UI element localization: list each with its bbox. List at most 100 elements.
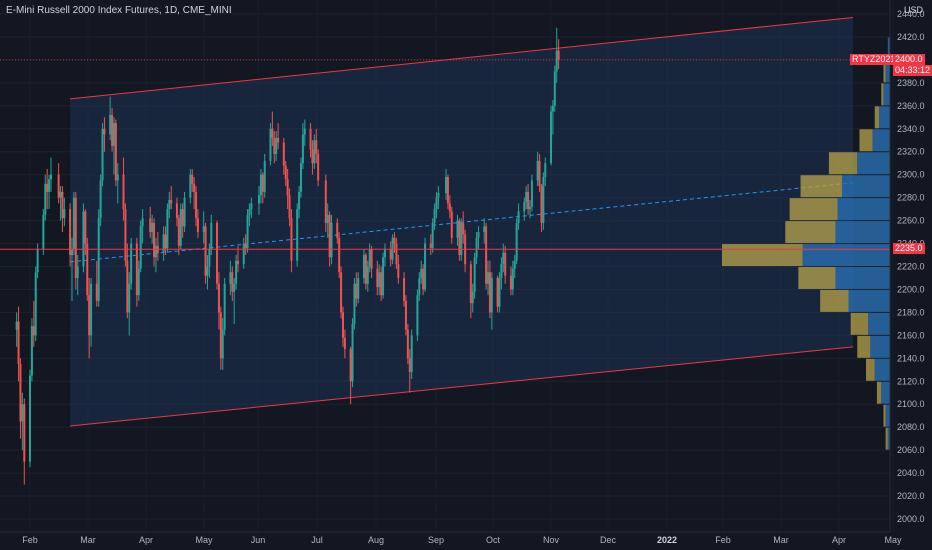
candle-body <box>404 300 407 330</box>
candle-body <box>288 195 291 219</box>
volume-bar-up <box>887 37 890 60</box>
time-tick-label: May <box>884 535 902 545</box>
candle-body <box>550 111 552 164</box>
candle-body <box>259 174 262 196</box>
candle-body <box>397 264 400 278</box>
candle-body <box>445 176 448 194</box>
candle-body <box>353 283 356 324</box>
candle-body <box>299 163 302 192</box>
channel-lower-line <box>70 346 854 427</box>
candle-body <box>458 220 461 256</box>
candle-body <box>313 140 316 164</box>
candle-body <box>139 226 142 269</box>
candle-body <box>448 203 451 212</box>
candle-body <box>286 179 289 196</box>
candle-body <box>21 404 24 422</box>
candle-body <box>195 191 198 219</box>
candle-body <box>284 165 287 180</box>
candle-body <box>349 349 352 382</box>
candle-body <box>446 176 449 204</box>
candle-body <box>208 249 211 267</box>
candle-body <box>456 220 459 238</box>
candle-body <box>471 291 474 304</box>
volume-bar-up <box>848 289 890 312</box>
price-tick-label: 2020.0 <box>897 491 925 501</box>
candle-body <box>517 211 520 223</box>
candle-body <box>237 260 240 265</box>
candle-body <box>69 209 72 256</box>
time-axis[interactable]: Feb Mar Apr May Jun Jul Aug Sep Oct Nov Dec 2022 Feb… <box>22 535 902 545</box>
price-tick-label: 2060.0 <box>897 445 925 455</box>
candle-body <box>248 209 251 215</box>
candle-body <box>362 255 365 278</box>
candle-body <box>216 222 219 284</box>
candle-body <box>462 222 465 235</box>
candle-body <box>90 283 93 336</box>
overlays[interactable] <box>0 59 890 250</box>
last-price-badge: 2400.0 <box>893 53 925 65</box>
candle-body <box>124 209 127 261</box>
candle-body <box>410 335 413 373</box>
volume-bar-up <box>857 152 890 175</box>
candle-body <box>513 260 516 269</box>
volume-bar-up <box>835 221 890 244</box>
price-tick-label: 2320.0 <box>897 147 925 157</box>
candle-body <box>99 180 102 219</box>
price-tick-label: 2360.0 <box>897 101 925 111</box>
candle-body <box>437 193 440 198</box>
currency-label[interactable]: USD <box>904 5 924 15</box>
candle-body <box>364 255 367 284</box>
candle-body <box>393 237 396 244</box>
candle-body <box>475 237 478 258</box>
candle-body <box>290 218 293 261</box>
candle-body <box>116 174 119 181</box>
candle-body <box>30 326 33 376</box>
chart-title[interactable]: E-Mini Russell 2000 Index Futures, 1D, C… <box>6 5 232 16</box>
candle-body <box>101 128 104 181</box>
candle-body <box>59 191 62 198</box>
candle-body <box>536 160 539 181</box>
candle-body <box>82 211 85 267</box>
price-tick-label: 2100.0 <box>897 399 925 409</box>
volume-bar-up <box>872 129 890 152</box>
candle-body <box>109 115 112 135</box>
candle-body <box>341 312 344 338</box>
candle-body <box>103 128 106 135</box>
candle-body <box>242 243 245 265</box>
candle-body <box>221 329 224 359</box>
price-tick-label: 2120.0 <box>897 376 925 386</box>
candle-body <box>515 222 518 261</box>
candle-body <box>32 326 35 336</box>
candle-body <box>376 268 379 288</box>
candle-body <box>263 160 266 192</box>
time-tick-label: May <box>195 535 213 545</box>
price-axis[interactable]: 2000.0 2020.0 2040.0 2060.0 2080.0 2100.0 2120… <box>897 9 925 524</box>
volume-bar-up <box>879 106 890 129</box>
candle-body <box>395 243 398 265</box>
price-tick-label: 2220.0 <box>897 262 925 272</box>
volume-bar-up <box>842 175 890 198</box>
price-tick-label: 2000.0 <box>897 514 925 524</box>
candle-body <box>217 283 220 313</box>
candle-body <box>46 183 49 192</box>
candle-body <box>416 295 419 336</box>
candle-body <box>557 50 560 60</box>
candle-body <box>282 142 285 166</box>
candle-body <box>48 179 51 192</box>
candle-body <box>408 358 411 373</box>
candle-body <box>429 243 432 249</box>
candle-body <box>49 174 52 180</box>
candle-body <box>368 249 371 267</box>
candle-body <box>383 249 386 258</box>
candle-body <box>141 218 144 227</box>
price-tick-label: 2260.0 <box>897 216 925 226</box>
volume-bar-up <box>868 312 890 335</box>
volume-bar-down <box>881 83 884 106</box>
candle-body <box>19 364 22 422</box>
candle-body <box>231 272 234 292</box>
candle-body <box>311 149 314 164</box>
candle-body <box>433 209 436 223</box>
candle-body <box>418 277 421 296</box>
volume-bar-down <box>857 335 871 358</box>
